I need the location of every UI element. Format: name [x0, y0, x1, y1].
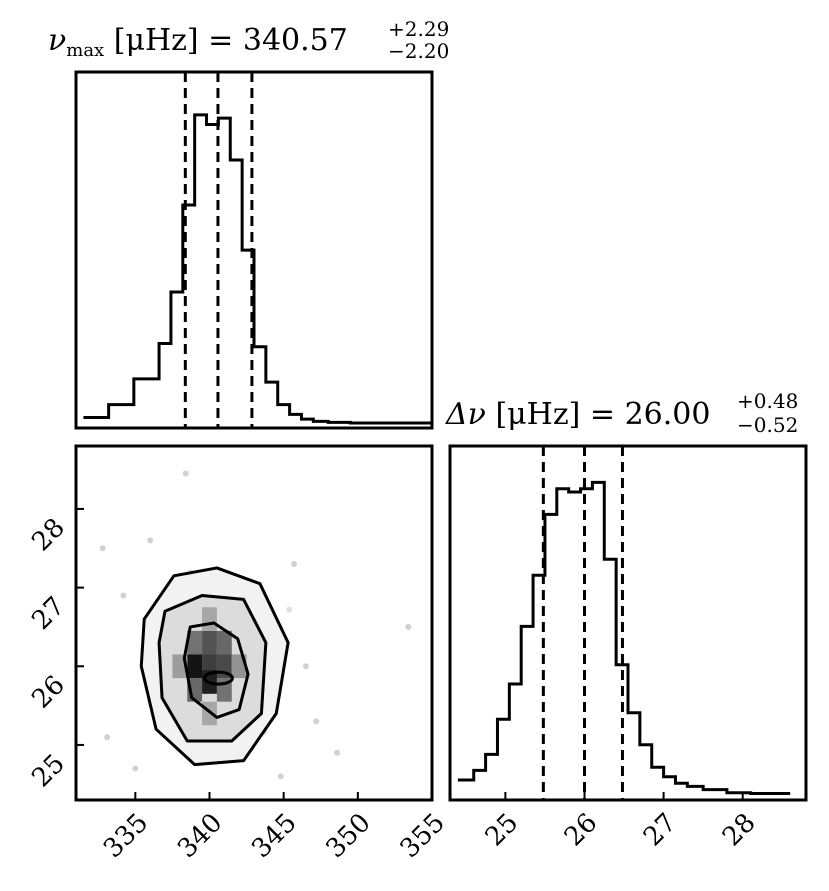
outlier-point-3	[334, 749, 341, 756]
x-tick-label-340: 340	[172, 808, 228, 864]
svg-text:νmax [μHz] = 340.57: νmax [μHz] = 340.57	[48, 23, 348, 61]
joint-frame	[74, 444, 434, 802]
nu-max-symbol: ν	[48, 23, 66, 58]
joint-density-panel	[74, 444, 434, 802]
delta-nu-title: Δν [μHz] = 26.00 +0.48 −0.52	[445, 389, 798, 437]
delta-nu-x-tick-label-28: 28	[717, 808, 762, 853]
delta-nu-symbol: Δν	[445, 397, 486, 432]
density-cell-2	[216, 630, 232, 655]
density-cell-12	[202, 607, 217, 631]
delta-nu-histogram-panel	[448, 444, 808, 802]
outlier-point-9	[277, 773, 284, 780]
outlier-point-2	[405, 623, 412, 630]
x-tick-label-355: 355	[395, 808, 451, 864]
nu-max-value: 340.57	[243, 23, 348, 58]
density-cell-3	[187, 654, 203, 679]
svg-text:Δν [μHz] = 26.00: Δν [μHz] = 26.00	[445, 397, 710, 432]
density-cell-1	[202, 630, 217, 655]
delta-nu-unit: [μHz]	[495, 397, 580, 432]
contour-line-0	[182, 621, 250, 719]
delta-nu-minus: −0.52	[737, 413, 798, 437]
nu-max-hist-frame	[74, 70, 434, 430]
outlier-point-6	[313, 718, 320, 725]
nu-max-subscript: max	[66, 40, 104, 61]
delta-nu-value: 26.00	[625, 397, 711, 432]
delta-nu-equals: =	[590, 397, 615, 432]
outlier-point-5	[291, 561, 298, 567]
y-tick-label-27: 27	[26, 591, 71, 636]
outlier-point-8	[147, 537, 154, 544]
y-tick-label-25: 25	[26, 749, 71, 794]
x-tick-label-345: 345	[246, 808, 302, 864]
nu-max-equals: =	[208, 23, 233, 58]
delta-nu-hist-step-line	[457, 480, 791, 795]
y-tick-label-28: 28	[26, 513, 71, 558]
contour-line-2	[139, 566, 290, 767]
nu-max-minus: −2.20	[388, 39, 449, 63]
scatter-point	[286, 606, 293, 613]
outlier-point-11	[302, 663, 309, 670]
nu-max-hist-step-line	[83, 113, 432, 425]
delta-nu-hist-background	[450, 446, 806, 800]
x-tick-label-335: 335	[98, 808, 154, 864]
nu-max-plus: +2.29	[388, 17, 449, 41]
delta-nu-x-tick-label-25: 25	[480, 808, 525, 853]
delta-nu-hist-frame	[448, 444, 808, 802]
y-tick-label-26: 26	[26, 670, 71, 715]
delta-nu-x-tick-label-27: 27	[638, 808, 683, 853]
delta-nu-x-tick-label-26: 26	[559, 808, 604, 853]
nu-max-unit: [μHz]	[114, 23, 199, 58]
delta-nu-plus: +0.48	[737, 389, 798, 413]
outlier-point-1	[99, 545, 106, 552]
outlier-point-10	[132, 765, 139, 772]
x-tick-label-350: 350	[320, 808, 376, 864]
density-cell-0	[187, 630, 203, 655]
outlier-point-7	[104, 734, 111, 741]
nu-max-title: νmax [μHz] = 340.57 +2.29 −2.20	[48, 17, 449, 63]
contour-peak	[202, 670, 234, 686]
nu-max-histogram-panel	[74, 70, 434, 430]
outlier-point-0	[182, 470, 189, 477]
contour-line-1	[157, 593, 268, 743]
outlier-point-4	[120, 592, 127, 599]
